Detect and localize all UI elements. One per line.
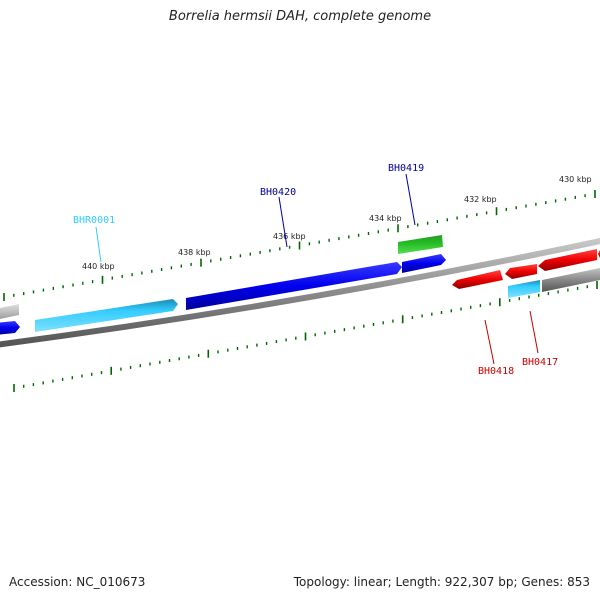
feature-BH0419-green[interactable] (398, 235, 443, 254)
gene-label-BH0420: BH0420 (260, 187, 296, 198)
gene-callouts (95, 173, 539, 365)
feature-grey-left[interactable] (0, 304, 19, 320)
tick-label-434: 434 kbp (369, 214, 402, 223)
feature-blue-left[interactable] (0, 321, 20, 335)
feature-BH0419-blue[interactable] (402, 254, 446, 273)
genome-backbone (0, 237, 600, 348)
tick-label-432: 432 kbp (464, 195, 497, 204)
genome-stats-text: Topology: linear; Length: 922,307 bp; Ge… (293, 575, 590, 589)
gene-label-BHR0001: BHR0001 (73, 215, 115, 226)
genome-title: Borrelia hermsii DAH, complete genome (168, 9, 432, 24)
gene-label-BH0417: BH0417 (522, 357, 558, 368)
gene-label-BH0418: BH0418 (478, 366, 514, 377)
gene-label-BH0419: BH0419 (388, 163, 424, 174)
feature-red-2[interactable] (505, 264, 537, 279)
tick-label-440: 440 kbp (82, 262, 115, 271)
feature-BH0418-red[interactable] (452, 270, 503, 289)
upper-strand-features (0, 235, 446, 335)
feature-BHR0001[interactable] (35, 299, 178, 332)
accession-text: Accession: NC_010673 (9, 575, 146, 589)
feature-BH0420[interactable] (186, 262, 402, 310)
tick-label-438: 438 kbp (178, 248, 211, 257)
feature-red-3[interactable] (538, 249, 597, 271)
tick-label-436: 436 kbp (273, 232, 306, 241)
lower-strand-features (452, 249, 600, 298)
scale-ticks (3, 190, 598, 392)
feature-grey-right[interactable] (542, 267, 600, 292)
tick-label-430: 430 kbp (559, 175, 592, 184)
feature-BH0417-cyan[interactable] (508, 280, 540, 298)
